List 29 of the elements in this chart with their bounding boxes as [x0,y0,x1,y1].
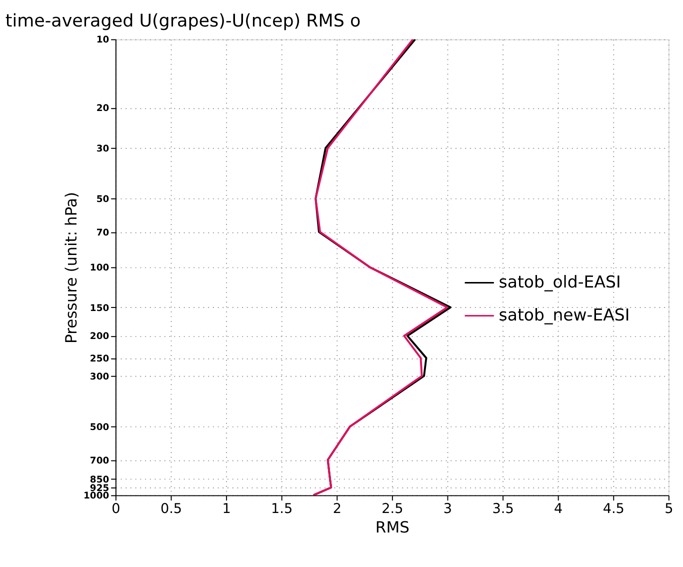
legend-label: satob_new-EASI [498,306,630,325]
x-tick-label: 0 [112,501,120,518]
x-tick-label: 0.5 [160,501,182,518]
y-tick-label: 100 [90,262,110,274]
y-tick-label: 10 [96,34,110,46]
x-tick-label: 1 [222,501,231,518]
y-tick-label: 70 [96,227,110,238]
y-axis-title: Pressure (unit: hPa) [62,192,81,344]
y-tick-label: 500 [90,422,110,433]
x-axis-title: RMS [375,518,410,537]
chart-title: time-averaged U(grapes)-U(ncep) RMS o [5,12,361,32]
y-tick-label: 50 [96,194,110,205]
y-tick-label: 20 [96,103,110,114]
x-tick-label: 4 [554,501,563,518]
y-tick-label: 150 [90,302,110,314]
y-tick-label: 200 [90,331,110,342]
x-tick-label: 2.5 [382,501,404,518]
y-tick-label: 300 [90,371,110,382]
x-tick-label: 1.5 [271,501,293,518]
x-tick-label: 5 [664,501,674,518]
x-tick-label: 3.5 [492,501,514,518]
y-tick-label: 1000 [84,490,110,502]
x-tick-label: 4.5 [602,501,624,518]
y-tick-label: 30 [96,143,110,154]
x-tick-label: 3 [443,501,452,518]
y-tick-label: 700 [90,455,110,466]
y-tick-label: 250 [90,353,110,364]
legend-label: satob_old-EASI [498,272,621,292]
x-tick-label: 2 [332,501,342,518]
